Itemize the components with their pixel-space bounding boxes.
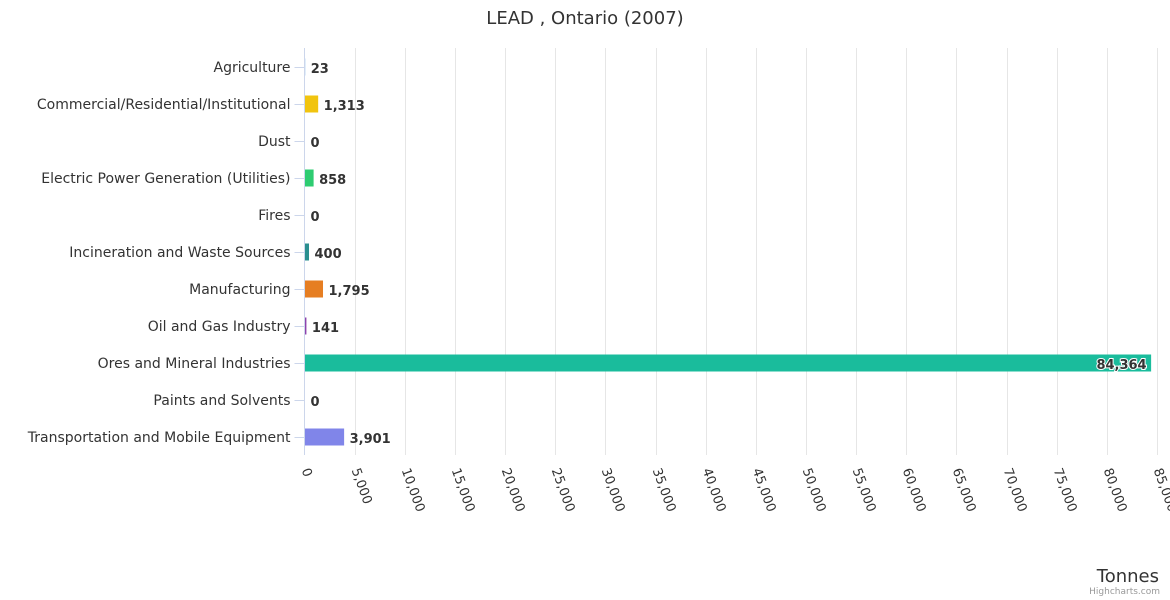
data-labels: 23 1,313 0 858 0 400 1,795 141 84,364 0 3,901 bbox=[311, 62, 1148, 447]
tick-label: 60,000 bbox=[899, 466, 929, 514]
category-axis bbox=[294, 48, 305, 455]
tick-label: 80,000 bbox=[1100, 466, 1130, 514]
category-label: Paints and Solvents bbox=[153, 393, 290, 409]
bar bbox=[305, 243, 310, 261]
category-label: Agriculture bbox=[214, 60, 291, 76]
bar bbox=[305, 95, 319, 113]
category-label: Incineration and Waste Sources bbox=[69, 245, 290, 261]
tick-label: 10,000 bbox=[398, 466, 428, 514]
value-axis-title: Tonnes bbox=[1096, 566, 1159, 587]
tick-label: 70,000 bbox=[1000, 466, 1030, 514]
data-label: 1,313 bbox=[324, 99, 365, 114]
category-label: Ores and Mineral Industries bbox=[98, 356, 291, 372]
tick-label: 55,000 bbox=[849, 466, 879, 514]
credits-link[interactable]: Highcharts.com bbox=[1089, 587, 1160, 597]
tick-label: 20,000 bbox=[498, 466, 528, 514]
bar bbox=[305, 354, 1152, 372]
tick-label: 85,000 bbox=[1150, 466, 1170, 514]
category-labels: Agriculture Commercial/Residential/Instit… bbox=[27, 60, 291, 446]
data-label: 23 bbox=[311, 62, 329, 77]
data-label: 84,364 bbox=[1096, 358, 1146, 373]
bar bbox=[305, 428, 345, 446]
category-label: Oil and Gas Industry bbox=[148, 319, 291, 335]
data-label: 0 bbox=[311, 136, 320, 151]
tick-label: 5,000 bbox=[348, 466, 375, 506]
data-label: 141 bbox=[312, 321, 339, 336]
tick-label: 75,000 bbox=[1050, 466, 1080, 514]
category-label: Commercial/Residential/Institutional bbox=[37, 97, 291, 113]
tick-label: 50,000 bbox=[799, 466, 829, 514]
category-label: Electric Power Generation (Utilities) bbox=[41, 171, 290, 187]
tick-label: 15,000 bbox=[448, 466, 478, 514]
value-axis-tick-labels: 0 5,000 10,000 15,000 20,000 25,000 30,000 35,0… bbox=[298, 466, 1170, 514]
category-label: Dust bbox=[258, 134, 291, 150]
data-label: 400 bbox=[315, 247, 342, 262]
data-label: 858 bbox=[319, 173, 346, 188]
data-label: 0 bbox=[311, 395, 320, 410]
data-label: 0 bbox=[311, 210, 320, 225]
chart-title: LEAD , Ontario (2007) bbox=[486, 8, 683, 29]
bar bbox=[305, 317, 307, 335]
data-label: 3,901 bbox=[350, 432, 391, 447]
category-label: Transportation and Mobile Equipment bbox=[27, 430, 291, 446]
tick-label: 0 bbox=[298, 466, 315, 479]
tick-label: 65,000 bbox=[949, 466, 979, 514]
bars bbox=[305, 58, 1152, 446]
tick-label: 45,000 bbox=[749, 466, 779, 514]
category-label: Fires bbox=[258, 208, 290, 224]
gridlines bbox=[355, 48, 1158, 455]
tick-label: 40,000 bbox=[699, 466, 729, 514]
tick-label: 35,000 bbox=[649, 466, 679, 514]
tick-label: 25,000 bbox=[548, 466, 578, 514]
category-label: Manufacturing bbox=[189, 282, 290, 298]
bar bbox=[305, 280, 324, 298]
bar bbox=[305, 169, 314, 187]
tick-label: 30,000 bbox=[598, 466, 628, 514]
data-label: 1,795 bbox=[329, 284, 370, 299]
